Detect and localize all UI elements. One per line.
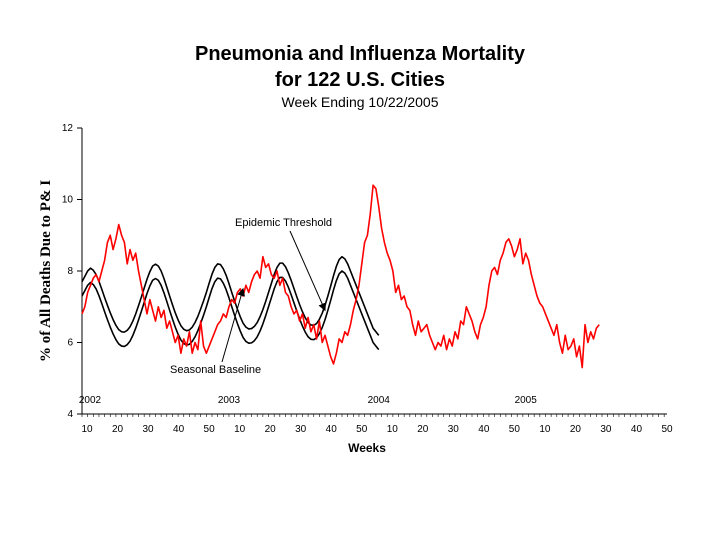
annotation-baseline-arrow [221, 287, 245, 363]
year-label: 2005 [515, 395, 538, 406]
x-tick-label: 20 [570, 424, 582, 435]
year-label: 2004 [368, 395, 391, 406]
x-tick-label: 30 [295, 424, 307, 435]
axes: 4 6 8 10 12 10 20 30 40 50 10 20 30 40 50 10 20 30 40 50 10 2… [62, 123, 673, 435]
annotation-epidemic-threshold: Epidemic Threshold [235, 217, 332, 229]
x-tick-label: 30 [142, 424, 154, 435]
y-tick-label: 8 [67, 266, 73, 277]
y-tick-label: 4 [67, 409, 73, 420]
x-tick-label: 40 [631, 424, 643, 435]
x-tick-label: 50 [661, 424, 673, 435]
y-tick-label: 10 [62, 195, 74, 206]
chart-title: Pneumonia and Influenza Mortality [195, 43, 526, 65]
year-label: 2003 [218, 395, 241, 406]
x-tick-label: 50 [509, 424, 521, 435]
x-tick-label: 10 [539, 424, 551, 435]
x-tick-label: 40 [173, 424, 185, 435]
x-tick-label: 30 [448, 424, 460, 435]
x-tick-label: 40 [326, 424, 338, 435]
x-tick-label: 10 [234, 424, 246, 435]
series-observed-line [81, 184, 600, 369]
y-tick-label: 12 [62, 123, 74, 134]
y-axis-label: % of All Deaths Due to P& I [38, 180, 54, 362]
annotation-threshold-arrow [289, 230, 326, 312]
annotations: Epidemic Threshold Seasonal Baseline [170, 217, 332, 376]
x-tick-label: 30 [600, 424, 612, 435]
x-tick-label: 40 [478, 424, 490, 435]
x-tick-label: 10 [387, 424, 399, 435]
chart-subtitle: Week Ending 10/22/2005 [282, 94, 439, 110]
x-tick-label: 20 [112, 424, 124, 435]
series-threshold-line [81, 255, 380, 336]
series-baseline-line [81, 270, 380, 351]
x-tick-label: 20 [265, 424, 277, 435]
x-tick-label: 50 [204, 424, 216, 435]
x-axis-label: Weeks [348, 441, 386, 455]
plot-area [81, 184, 600, 369]
y-tick-label: 6 [67, 338, 73, 349]
annotation-seasonal-baseline: Seasonal Baseline [170, 364, 261, 376]
year-label: 2002 [79, 395, 102, 406]
x-tick-label: 20 [417, 424, 429, 435]
x-tick-label: 10 [81, 424, 93, 435]
chart-title-line2: for 122 U.S. Cities [275, 69, 445, 91]
x-tick-label: 50 [356, 424, 368, 435]
